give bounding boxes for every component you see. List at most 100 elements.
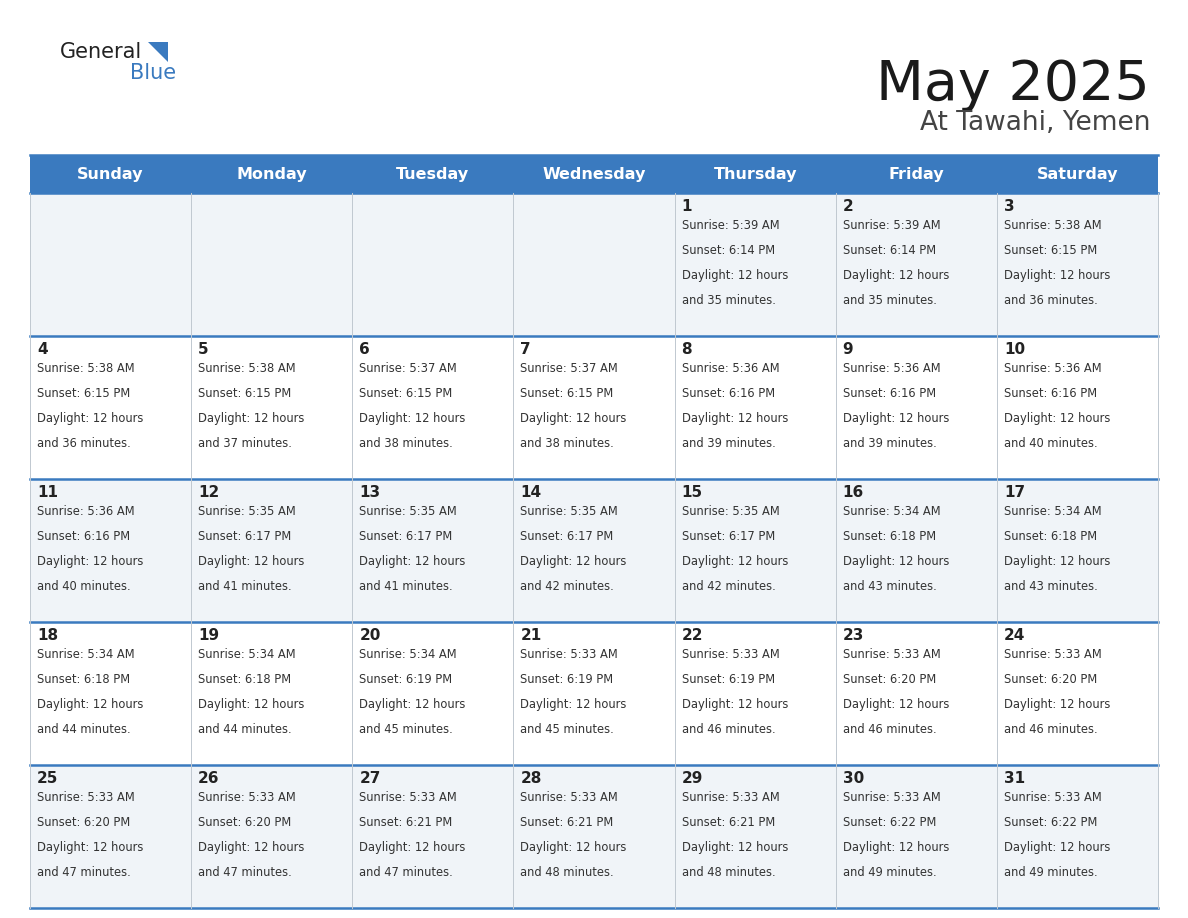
Text: and 47 minutes.: and 47 minutes. bbox=[359, 866, 453, 879]
Bar bbox=[675, 479, 835, 622]
Text: Daylight: 12 hours: Daylight: 12 hours bbox=[37, 555, 144, 568]
Text: Sunset: 6:15 PM: Sunset: 6:15 PM bbox=[520, 387, 614, 400]
Text: Thursday: Thursday bbox=[713, 166, 797, 182]
Bar bbox=[191, 765, 353, 908]
Text: Daylight: 12 hours: Daylight: 12 hours bbox=[1004, 698, 1111, 711]
Text: Sunrise: 5:35 AM: Sunrise: 5:35 AM bbox=[198, 505, 296, 518]
Text: Sunset: 6:19 PM: Sunset: 6:19 PM bbox=[359, 673, 453, 686]
Text: and 44 minutes.: and 44 minutes. bbox=[198, 723, 292, 736]
Text: Daylight: 12 hours: Daylight: 12 hours bbox=[1004, 841, 1111, 854]
Bar bbox=[997, 193, 1158, 336]
Text: Sunrise: 5:33 AM: Sunrise: 5:33 AM bbox=[1004, 648, 1101, 661]
Text: Sunrise: 5:39 AM: Sunrise: 5:39 AM bbox=[842, 219, 941, 232]
Text: Sunset: 6:17 PM: Sunset: 6:17 PM bbox=[198, 530, 291, 543]
Text: Sunset: 6:20 PM: Sunset: 6:20 PM bbox=[37, 816, 131, 829]
Text: Daylight: 12 hours: Daylight: 12 hours bbox=[842, 412, 949, 425]
Text: Daylight: 12 hours: Daylight: 12 hours bbox=[842, 698, 949, 711]
Text: 27: 27 bbox=[359, 771, 380, 786]
Text: Sunrise: 5:33 AM: Sunrise: 5:33 AM bbox=[682, 648, 779, 661]
Bar bbox=[513, 193, 675, 336]
Bar bbox=[835, 336, 997, 479]
Text: Sunrise: 5:37 AM: Sunrise: 5:37 AM bbox=[359, 362, 457, 375]
Text: Sunrise: 5:34 AM: Sunrise: 5:34 AM bbox=[359, 648, 457, 661]
Bar bbox=[675, 193, 835, 336]
Bar bbox=[353, 479, 513, 622]
Text: Blue: Blue bbox=[129, 63, 176, 83]
Text: Daylight: 12 hours: Daylight: 12 hours bbox=[1004, 412, 1111, 425]
Bar bbox=[513, 622, 675, 765]
Text: Daylight: 12 hours: Daylight: 12 hours bbox=[359, 841, 466, 854]
Text: Daylight: 12 hours: Daylight: 12 hours bbox=[842, 841, 949, 854]
Text: and 38 minutes.: and 38 minutes. bbox=[359, 437, 453, 450]
Text: 19: 19 bbox=[198, 628, 220, 643]
Text: Sunset: 6:22 PM: Sunset: 6:22 PM bbox=[1004, 816, 1098, 829]
Text: and 41 minutes.: and 41 minutes. bbox=[198, 580, 292, 593]
Text: Daylight: 12 hours: Daylight: 12 hours bbox=[682, 412, 788, 425]
Bar bbox=[30, 193, 191, 336]
Text: and 36 minutes.: and 36 minutes. bbox=[37, 437, 131, 450]
Bar bbox=[353, 193, 513, 336]
Text: Friday: Friday bbox=[889, 166, 944, 182]
Text: and 37 minutes.: and 37 minutes. bbox=[198, 437, 292, 450]
Text: and 48 minutes.: and 48 minutes. bbox=[520, 866, 614, 879]
Text: Sunrise: 5:37 AM: Sunrise: 5:37 AM bbox=[520, 362, 618, 375]
Text: 12: 12 bbox=[198, 485, 220, 500]
Text: Daylight: 12 hours: Daylight: 12 hours bbox=[37, 698, 144, 711]
Text: Monday: Monday bbox=[236, 166, 307, 182]
Text: and 35 minutes.: and 35 minutes. bbox=[682, 294, 776, 308]
Text: and 48 minutes.: and 48 minutes. bbox=[682, 866, 776, 879]
Text: Sunset: 6:21 PM: Sunset: 6:21 PM bbox=[359, 816, 453, 829]
Text: Sunrise: 5:33 AM: Sunrise: 5:33 AM bbox=[37, 791, 134, 804]
Bar bbox=[835, 765, 997, 908]
Text: 18: 18 bbox=[37, 628, 58, 643]
Text: Sunset: 6:21 PM: Sunset: 6:21 PM bbox=[520, 816, 614, 829]
Text: Daylight: 12 hours: Daylight: 12 hours bbox=[520, 412, 627, 425]
Text: and 39 minutes.: and 39 minutes. bbox=[682, 437, 776, 450]
Text: Sunrise: 5:36 AM: Sunrise: 5:36 AM bbox=[37, 505, 134, 518]
Text: 15: 15 bbox=[682, 485, 702, 500]
Bar bbox=[997, 336, 1158, 479]
Bar bbox=[191, 479, 353, 622]
Bar bbox=[675, 765, 835, 908]
Text: Sunrise: 5:33 AM: Sunrise: 5:33 AM bbox=[842, 648, 941, 661]
Text: Sunset: 6:20 PM: Sunset: 6:20 PM bbox=[1004, 673, 1097, 686]
Text: 17: 17 bbox=[1004, 485, 1025, 500]
Text: 5: 5 bbox=[198, 342, 209, 357]
Text: and 46 minutes.: and 46 minutes. bbox=[682, 723, 776, 736]
Text: General: General bbox=[61, 42, 143, 62]
Text: 9: 9 bbox=[842, 342, 853, 357]
Bar bbox=[997, 765, 1158, 908]
Text: and 45 minutes.: and 45 minutes. bbox=[520, 723, 614, 736]
Text: Daylight: 12 hours: Daylight: 12 hours bbox=[1004, 555, 1111, 568]
Text: 16: 16 bbox=[842, 485, 864, 500]
Text: Sunset: 6:18 PM: Sunset: 6:18 PM bbox=[842, 530, 936, 543]
Text: Sunrise: 5:36 AM: Sunrise: 5:36 AM bbox=[842, 362, 941, 375]
Bar bbox=[675, 336, 835, 479]
Text: Daylight: 12 hours: Daylight: 12 hours bbox=[682, 841, 788, 854]
Text: Sunset: 6:18 PM: Sunset: 6:18 PM bbox=[198, 673, 291, 686]
Text: Sunrise: 5:36 AM: Sunrise: 5:36 AM bbox=[682, 362, 779, 375]
Text: May 2025: May 2025 bbox=[877, 58, 1150, 112]
Text: Sunrise: 5:33 AM: Sunrise: 5:33 AM bbox=[359, 791, 457, 804]
Text: Saturday: Saturday bbox=[1037, 166, 1118, 182]
Text: Daylight: 12 hours: Daylight: 12 hours bbox=[682, 555, 788, 568]
Text: and 42 minutes.: and 42 minutes. bbox=[682, 580, 776, 593]
Text: 29: 29 bbox=[682, 771, 703, 786]
Text: Daylight: 12 hours: Daylight: 12 hours bbox=[520, 698, 627, 711]
Text: Daylight: 12 hours: Daylight: 12 hours bbox=[842, 269, 949, 282]
Text: and 38 minutes.: and 38 minutes. bbox=[520, 437, 614, 450]
Bar bbox=[30, 622, 191, 765]
Text: Sunset: 6:15 PM: Sunset: 6:15 PM bbox=[359, 387, 453, 400]
Text: 26: 26 bbox=[198, 771, 220, 786]
Text: Sunrise: 5:38 AM: Sunrise: 5:38 AM bbox=[1004, 219, 1101, 232]
Text: and 45 minutes.: and 45 minutes. bbox=[359, 723, 453, 736]
Text: Sunset: 6:16 PM: Sunset: 6:16 PM bbox=[842, 387, 936, 400]
Bar bbox=[353, 765, 513, 908]
Text: Sunset: 6:17 PM: Sunset: 6:17 PM bbox=[520, 530, 614, 543]
Text: Daylight: 12 hours: Daylight: 12 hours bbox=[1004, 269, 1111, 282]
Text: Daylight: 12 hours: Daylight: 12 hours bbox=[37, 412, 144, 425]
Text: At Tawahi, Yemen: At Tawahi, Yemen bbox=[920, 110, 1150, 136]
Text: Sunset: 6:16 PM: Sunset: 6:16 PM bbox=[682, 387, 775, 400]
Text: 13: 13 bbox=[359, 485, 380, 500]
Text: 30: 30 bbox=[842, 771, 864, 786]
